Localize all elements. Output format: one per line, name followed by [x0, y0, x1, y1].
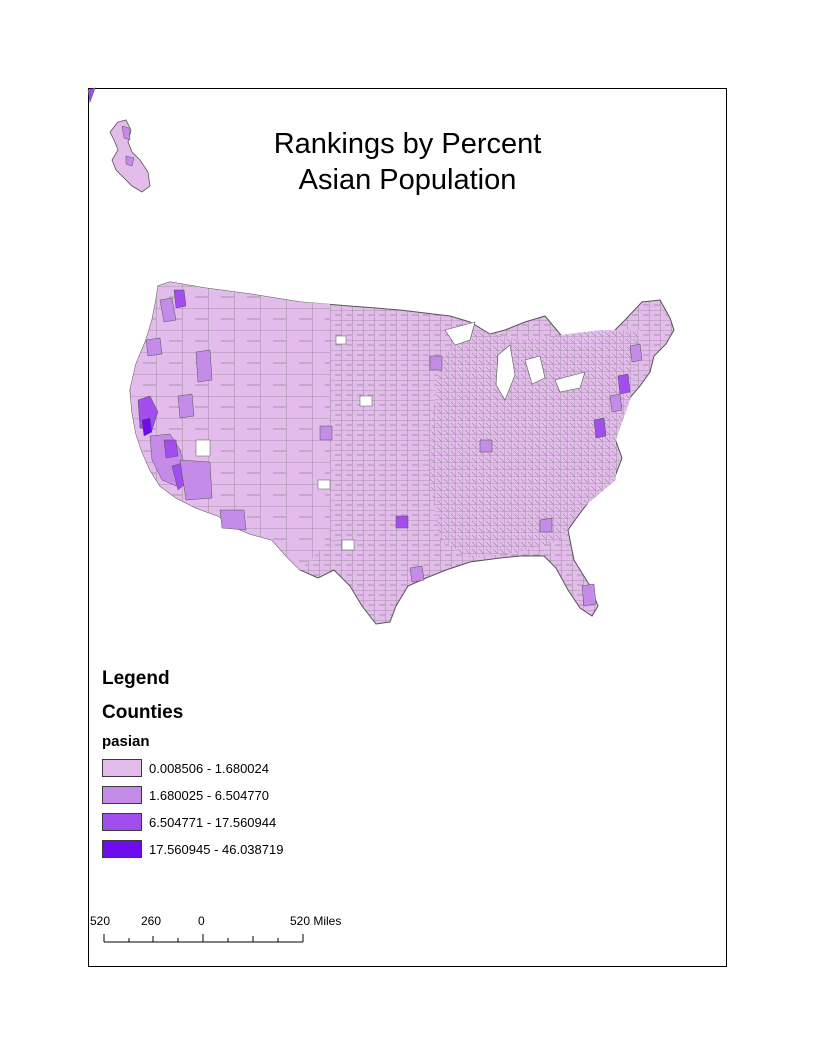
alaska: [109, 119, 151, 193]
legend-swatch: [102, 786, 142, 804]
legend-swatch: [102, 840, 142, 858]
legend-class-1: 0.008506 - 1.680024: [102, 758, 269, 778]
contiguous-us: [129, 281, 675, 625]
scale-label-zero: 0: [198, 914, 205, 928]
aleutian-fragment: [87, 87, 96, 104]
title-line-1: Rankings by Percent: [273, 128, 542, 160]
legend-layer-name: Counties: [102, 702, 184, 723]
scale-label-half: 260: [141, 914, 162, 928]
legend-class-3: 6.504771 - 17.560944: [102, 812, 276, 832]
scale-label-right: 520 Miles: [290, 914, 342, 928]
scale-bar-ruler: [103, 934, 304, 943]
legend-swatch: [102, 759, 142, 777]
legend-range-label: 1.680025 - 6.504770: [149, 787, 269, 803]
title-line-2: Asian Population: [298, 164, 517, 196]
legend-swatch: [102, 813, 142, 831]
legend-class-4: 17.560945 - 46.038719: [102, 839, 283, 859]
legend-field-name: pasian: [102, 733, 150, 750]
scale-bar: 520 260 0 520 Miles: [90, 914, 370, 954]
map-title: Rankings by Percent Asian Population: [88, 126, 727, 198]
legend-range-label: 0.008506 - 1.680024: [149, 760, 269, 776]
legend-range-label: 17.560945 - 46.038719: [149, 841, 284, 857]
map-frame: [88, 88, 727, 967]
legend-class-2: 1.680025 - 6.504770: [102, 785, 269, 805]
scale-label-left: 520: [90, 914, 111, 928]
legend-heading: Legend: [102, 668, 170, 689]
legend-range-label: 6.504771 - 17.560944: [149, 814, 277, 830]
